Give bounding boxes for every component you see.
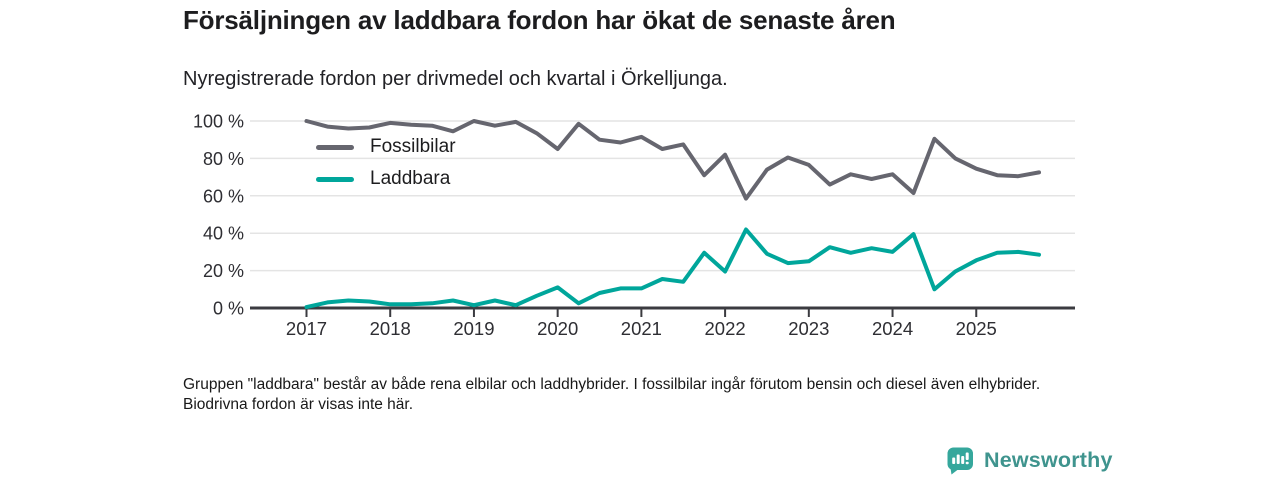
y-tick-label: 100 % [193,112,244,132]
x-tick-label: 2019 [453,318,494,339]
x-tick-label: 2024 [872,318,913,339]
x-tick-label: 2025 [956,318,997,339]
y-tick-label: 20 % [203,261,244,281]
newsworthy-badge-icon [947,447,973,475]
legend-item-fossilbilar: Fossilbilar [316,134,456,160]
y-tick-label: 80 % [203,149,244,169]
legend-item-laddbara: Laddbara [316,166,456,192]
legend-label: Laddbara [370,168,451,189]
y-tick-label: 60 % [203,186,244,206]
x-tick-label: 2021 [621,318,662,339]
y-tick-label: 40 % [203,224,244,244]
newsworthy-wordmark: Newsworthy [984,448,1113,472]
line-chart: 100 % 80 % 60 % 40 % 20 % 0 % 2017 2018 2019 2020… [193,112,1075,339]
chart-footnote: Gruppen "laddbara" består av både rena e… [183,376,1041,414]
chart-area: 100 % 80 % 60 % 40 % 20 % 0 % 2017 2018 2019 2020… [0,100,1100,345]
laddbara-line [304,227,1041,310]
x-tick-label: 2023 [788,318,829,339]
chart-subtitle: Nyregistrerade fordon per drivmedel och … [183,68,728,90]
laddbara-line-swatch [316,176,354,182]
y-tick-label: 0 % [213,299,244,319]
fossilbilar-line-swatch [316,144,354,150]
chart-legend: Fossilbilar Laddbara [316,134,456,198]
newsworthy-logo: Newsworthy [946,446,1113,475]
fossilbilar-line [304,119,1041,201]
page-title: Försäljningen av laddbara fordon har öka… [183,5,896,35]
x-tick-label: 2022 [705,318,746,339]
x-tick-label: 2017 [286,318,327,339]
legend-label: Fossilbilar [370,136,456,157]
x-tick-label: 2018 [370,318,411,339]
x-tick-label: 2020 [537,318,578,339]
